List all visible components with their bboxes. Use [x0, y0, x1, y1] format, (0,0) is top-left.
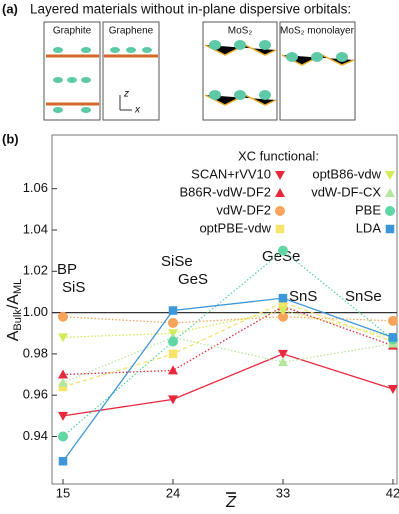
marker [277, 245, 288, 256]
legend-label: optPBE-vdw [199, 220, 271, 235]
series-line [62, 297, 394, 462]
structure-images [43, 21, 356, 121]
y-tick-label: 0.96 [23, 387, 48, 402]
legend-label: vdW-DF2 [216, 202, 271, 217]
structure-label: Graphene [109, 26, 154, 37]
marker [278, 293, 288, 303]
legend-label: SCAN+rVV10 [191, 166, 271, 181]
structure-label: Graphite [53, 26, 92, 37]
marker [168, 349, 178, 359]
x-tick-label: 42 [386, 485, 399, 500]
panel-label: (a) [2, 1, 18, 16]
marker [57, 431, 68, 442]
y-tick-label: 0.94 [23, 428, 48, 443]
y-tick-label: 0.98 [23, 345, 48, 360]
legend-title: XC functional: [238, 148, 319, 163]
y-label-part: A [5, 330, 22, 341]
legend-label: LDA [356, 220, 382, 235]
y-label-part: /A [5, 294, 22, 309]
series-line [62, 353, 394, 417]
annotation: GeSe [262, 248, 300, 265]
annotation: SnSe [345, 288, 382, 305]
marker [277, 306, 288, 316]
marker [168, 306, 178, 315]
panel-label: (b) [2, 131, 19, 146]
plot-frame [51, 134, 398, 485]
x-tick-label: 33 [276, 485, 290, 500]
marker [58, 457, 68, 466]
legend-marker [275, 188, 285, 197]
x-tick-label: 15 [56, 485, 70, 500]
marker [167, 317, 178, 328]
y-tick-label: 1.06 [23, 180, 48, 195]
x-tick-label: 24 [166, 485, 180, 500]
legend-marker [275, 171, 285, 180]
marker [277, 357, 288, 367]
legend-label: vdW-DF-CX [311, 184, 381, 199]
legend-marker [385, 206, 395, 216]
y-axis-label: ABulk/AML [5, 279, 24, 341]
marker [167, 336, 178, 347]
marker [277, 311, 288, 322]
marker [167, 395, 178, 405]
marker [167, 365, 178, 375]
structure-label: MoS₂ monolayer [280, 26, 355, 37]
y-tick-label: 1.02 [23, 263, 48, 278]
legend-marker [385, 171, 395, 180]
panel-title: Layered materials without in-plane dispe… [30, 2, 351, 17]
legend-marker [275, 224, 285, 234]
structure-label: MoS₂ [228, 26, 253, 37]
legend-marker [275, 206, 285, 216]
series-line [62, 309, 394, 339]
marker [57, 311, 68, 322]
marker [57, 377, 68, 387]
marker [57, 369, 68, 379]
y-label-part: ML [12, 279, 24, 294]
annotation: SiSe [161, 253, 193, 270]
x-axis-label: Z [225, 494, 237, 511]
series-line [62, 305, 394, 376]
marker [387, 385, 398, 395]
marker [277, 349, 288, 359]
axis-letter: x [134, 105, 141, 116]
legend-label: optB86-vdw [312, 166, 381, 181]
legend-label: PBE [355, 202, 381, 217]
series-line [62, 301, 394, 388]
legend-label: B86R-vdW-DF2 [179, 184, 271, 199]
annotation: BP [57, 261, 77, 278]
annotation: SnS [289, 288, 317, 305]
legend-marker [385, 224, 395, 234]
atoms [46, 40, 355, 113]
series-line [62, 336, 394, 384]
marker [387, 315, 398, 326]
y-tick-label: 1.00 [23, 304, 48, 319]
legend-marker [385, 188, 395, 197]
marker [57, 411, 68, 421]
marker [57, 333, 68, 343]
axis-letter: z [123, 89, 129, 100]
annotation: SiS [62, 279, 85, 296]
marker [388, 333, 398, 342]
series-line [62, 316, 393, 324]
annotation: GeS [178, 271, 208, 288]
y-label-part: Bulk [12, 309, 24, 331]
y-tick-label: 1.04 [23, 221, 48, 236]
